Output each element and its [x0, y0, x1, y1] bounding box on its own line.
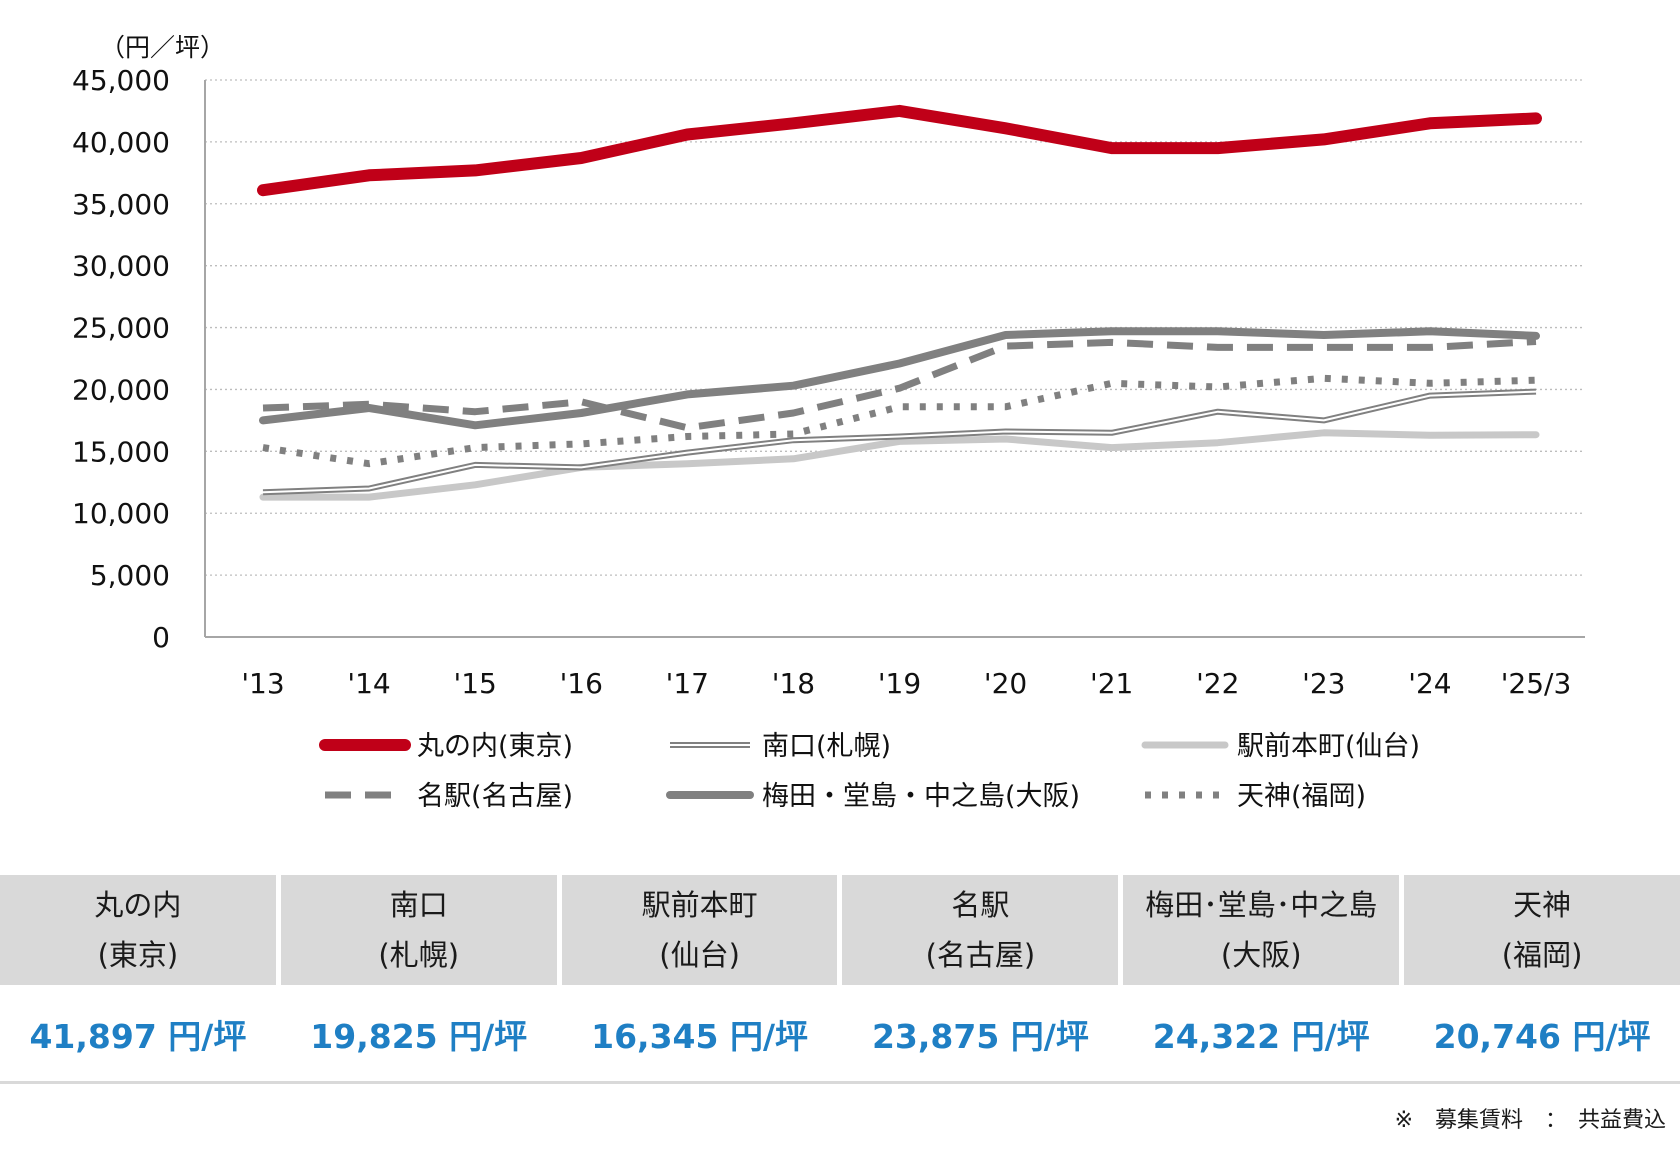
header-cell-ekimae-honmachi: 駅前本町 (仙台) — [561, 875, 838, 985]
x-tick-label: '25/3 — [1501, 667, 1572, 700]
x-tick-label: '14 — [347, 667, 390, 700]
footnote: ※ 募集賃料 ： 共益費込 — [1394, 1108, 1666, 1133]
y-tick-label: 25,000 — [72, 312, 170, 345]
legend: 丸の内(東京) 南口(札幌) 駅前本町(仙台) 名駅(名古屋) 梅田・堂島・中之島(大阪… — [319, 731, 1420, 812]
x-tick-label: '24 — [1408, 667, 1451, 700]
x-tick-label: '23 — [1302, 667, 1345, 700]
x-tick-label: '16 — [560, 667, 603, 700]
rent-summary-table: 丸の内 (東京) 南口 (札幌) 駅前本町 (仙台) 名駅 (名古屋) 梅田･堂島･中之… — [0, 875, 1680, 1078]
legend-item: 丸の内(東京) — [319, 731, 573, 762]
rent-line-chart: （円／坪） 0 5,000 10,000 15,000 20,000 25,000 30,0… — [72, 33, 1585, 812]
series-line — [259, 327, 1540, 430]
x-tick-label: '20 — [984, 667, 1027, 700]
legend-label: 丸の内(東京) — [417, 731, 573, 762]
header-area: 梅田･堂島･中之島 — [1145, 888, 1378, 922]
header-cell-minamiguchi: 南口 (札幌) — [280, 875, 557, 985]
header-city: (大阪) — [1220, 938, 1302, 972]
header-area: 名駅 — [951, 888, 1010, 922]
x-tick-label: '18 — [772, 667, 815, 700]
legend-label: 南口(札幌) — [762, 731, 891, 762]
y-tick-label: 10,000 — [72, 497, 170, 530]
x-tick-label: '15 — [454, 667, 497, 700]
header-cell-meieki: 名駅 (名古屋) — [842, 875, 1119, 985]
legend-item: 天神(福岡) — [1145, 781, 1366, 812]
legend-label: 名駅(名古屋) — [417, 781, 573, 812]
x-tick-label: '22 — [1196, 667, 1239, 700]
series-line-inner — [262, 390, 1537, 494]
x-tick-labels: '13 '14 '15 '16 '17 '18 '19 '20 '21 '22 '23 '24 '25/… — [241, 667, 1571, 700]
x-tick-label: '21 — [1090, 667, 1133, 700]
grid-lines — [205, 79, 1585, 576]
legend-label: 天神(福岡) — [1237, 781, 1366, 812]
header-cell-umeda: 梅田･堂島･中之島 (大阪) — [1123, 875, 1400, 985]
legend-label: 梅田・堂島・中之島(大阪) — [762, 781, 1080, 812]
header-city: (仙台) — [659, 938, 740, 972]
value-cell-minamiguchi: 19,825 円/坪 — [280, 985, 557, 1078]
x-tick-label: '19 — [878, 667, 921, 700]
legend-item: 梅田・堂島・中之島(大阪) — [666, 781, 1080, 812]
chart-axes — [204, 80, 1585, 638]
y-tick-labels: 0 5,000 10,000 15,000 20,000 25,000 30,000 35,0… — [72, 64, 170, 654]
header-area: 丸の内 — [94, 888, 182, 922]
series-lines — [257, 104, 1542, 501]
y-tick-label: 0 — [152, 621, 170, 654]
value-cell-meieki: 23,875 円/坪 — [842, 985, 1119, 1078]
x-tick-label: '17 — [666, 667, 709, 700]
header-city: (福岡) — [1501, 938, 1583, 972]
table-value-row: 41,897 円/坪 19,825 円/坪 16,345 円/坪 23,875 … — [0, 985, 1680, 1078]
value-cell-ekimae-honmachi: 16,345 円/坪 — [561, 985, 838, 1078]
legend-item: 駅前本町(仙台) — [1141, 731, 1420, 762]
y-tick-label: 15,000 — [72, 435, 170, 468]
table-bottom-rule — [0, 1081, 1680, 1084]
series-line — [262, 338, 1537, 432]
header-cell-tenjin: 天神 (福岡) — [1404, 875, 1680, 985]
value-cell-umeda: 24,322 円/坪 — [1123, 985, 1400, 1078]
y-unit-label: （円／坪） — [100, 33, 225, 62]
series-line — [257, 104, 1542, 197]
y-tick-label: 35,000 — [72, 188, 170, 221]
table-header-row: 丸の内 (東京) 南口 (札幌) 駅前本町 (仙台) 名駅 (名古屋) 梅田･堂島･中之… — [0, 875, 1680, 985]
header-area: 天神 — [1513, 888, 1572, 922]
legend-item: 名駅(名古屋) — [325, 781, 573, 812]
header-city: (名古屋) — [925, 938, 1036, 972]
header-cell-marunouchi: 丸の内 (東京) — [0, 875, 276, 985]
header-city: (札幌) — [378, 938, 460, 972]
series-line — [259, 429, 1540, 501]
y-tick-label: 45,000 — [72, 64, 170, 97]
value-cell-tenjin: 20,746 円/坪 — [1404, 985, 1680, 1078]
header-area: 駅前本町 — [641, 888, 758, 922]
x-tick-label: '13 — [241, 667, 284, 700]
header-city: (東京) — [97, 938, 179, 972]
legend-item: 南口(札幌) — [670, 731, 891, 762]
y-tick-label: 30,000 — [72, 250, 170, 283]
y-tick-label: 5,000 — [90, 559, 170, 592]
header-area: 南口 — [389, 888, 448, 922]
legend-label: 駅前本町(仙台) — [1237, 731, 1420, 762]
y-tick-label: 40,000 — [72, 126, 170, 159]
value-cell-marunouchi: 41,897 円/坪 — [0, 985, 276, 1078]
y-tick-label: 20,000 — [72, 373, 170, 406]
